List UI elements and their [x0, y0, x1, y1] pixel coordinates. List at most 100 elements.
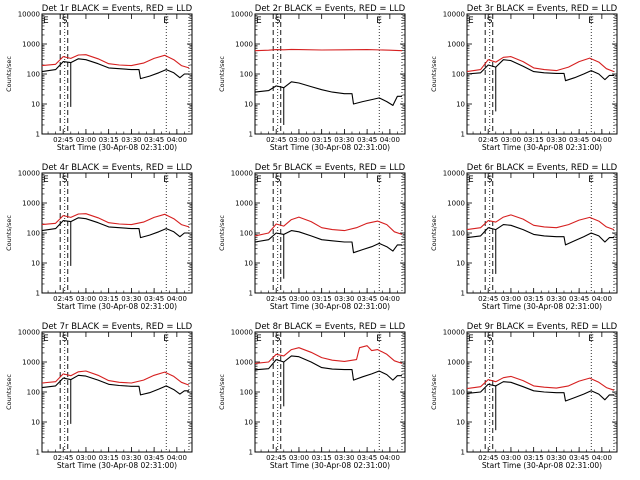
panel-4: Det 4r BLACK = Events, RED = LLD 1 10 100 10… [5, 163, 193, 311]
x-tick-label: 03:45 [569, 295, 589, 303]
x-tick-label: 03:30 [546, 454, 566, 462]
x-tick-label: 03:15 [524, 136, 544, 144]
x-axis-title: Start Time (30-Apr-08 02:31:00) [57, 302, 177, 311]
marker-label-e-end: E [163, 16, 169, 26]
y-tick-label: 10000 [443, 11, 465, 19]
y-tick-label: 100 [240, 389, 253, 397]
panel-title: Det 3r BLACK = Events, RED = LLD [467, 4, 618, 14]
y-axis-title: Counts/sec [218, 56, 226, 92]
y-tick-label: 1000 [447, 200, 465, 208]
marker-label-e-end: E [376, 334, 382, 344]
marker-label-e-end: E [163, 175, 169, 185]
y-tick-label: 1 [249, 290, 253, 298]
events-series-line [254, 81, 402, 106]
y-tick-label: 10 [244, 419, 253, 427]
panel-3: Det 3r BLACK = Events, RED = LLD 1 10 100 10… [430, 4, 618, 152]
x-tick-label: 03:45 [569, 454, 589, 462]
lld-series-line [41, 213, 190, 228]
events-series-line [466, 59, 614, 82]
x-axis-title: Start Time (30-Apr-08 02:31:00) [270, 143, 390, 152]
y-tick-label: 1 [461, 131, 465, 139]
y-axis-title: Counts/sec [430, 374, 438, 410]
marker-label-e-start: E [43, 334, 49, 344]
x-tick-label: 02:45 [478, 136, 498, 144]
y-tick-label: 100 [27, 230, 40, 238]
x-tick-label: 02:45 [53, 136, 73, 144]
y-tick-label: 1000 [235, 200, 253, 208]
lld-series-line [466, 56, 615, 73]
y-tick-label: 100 [240, 71, 253, 79]
y-tick-label: 1000 [447, 41, 465, 49]
lld-series-line [254, 345, 403, 364]
x-tick-label: 03:30 [546, 136, 566, 144]
panel-title: Det 4r BLACK = Events, RED = LLD [42, 163, 193, 173]
y-tick-label: 1 [36, 131, 40, 139]
y-tick-label: 1 [36, 290, 40, 298]
panel-1: Det 1r BLACK = Events, RED = LLD 1 10 100 10… [5, 4, 193, 152]
y-tick-label: 10 [456, 260, 465, 268]
marker-label-s: S [487, 175, 493, 185]
panel-2: Det 2r BLACK = Events, RED = LLD 1 10 100 10… [218, 4, 406, 152]
y-tick-label: 1 [461, 449, 465, 457]
lld-series-line [254, 216, 403, 237]
panel-7: Det 7r BLACK = Events, RED = LLD 1 10 100 10… [5, 322, 193, 470]
x-tick-label: 03:15 [99, 136, 119, 144]
panel-title: Det 1r BLACK = Events, RED = LLD [42, 4, 193, 14]
y-tick-label: 10000 [18, 329, 40, 337]
y-tick-label: 100 [452, 71, 465, 79]
panel-title: Det 5r BLACK = Events, RED = LLD [255, 163, 406, 173]
x-tick-label: 04:00 [592, 295, 612, 303]
x-tick-label: 03:15 [524, 454, 544, 462]
events-series-line [41, 217, 189, 239]
panel-8: Det 8r BLACK = Events, RED = LLD 1 10 100 10… [218, 322, 406, 470]
x-tick-label: 04:00 [592, 136, 612, 144]
y-axis-title: Counts/sec [430, 56, 438, 92]
x-tick-label: 03:30 [334, 136, 354, 144]
marker-label-s: S [275, 175, 281, 185]
x-axis-title: Start Time (30-Apr-08 02:31:00) [57, 143, 177, 152]
marker-label-e-start: E [43, 175, 49, 185]
events-series-line [254, 230, 402, 254]
panel-6: Det 6r BLACK = Events, RED = LLD 1 10 100 10… [430, 163, 618, 311]
y-tick-label: 10 [244, 101, 253, 109]
x-tick-label: 03:45 [357, 136, 377, 144]
marker-label-e-end: E [588, 334, 594, 344]
x-tick-label: 03:45 [569, 136, 589, 144]
marker-label-e-start: E [256, 16, 262, 26]
y-tick-label: 10 [31, 260, 40, 268]
x-tick-label: 02:45 [53, 454, 73, 462]
marker-label-e-start: E [468, 334, 474, 344]
y-tick-label: 1 [461, 290, 465, 298]
x-tick-label: 02:45 [53, 295, 73, 303]
events-series-line [41, 58, 189, 80]
y-tick-label: 1000 [22, 200, 40, 208]
y-tick-label: 1000 [447, 359, 465, 367]
x-tick-label: 03:00 [76, 136, 96, 144]
marker-label-e-end: E [588, 16, 594, 26]
marker-label-s: S [487, 16, 493, 26]
x-tick-label: 03:30 [121, 295, 141, 303]
marker-label-e-end: E [588, 175, 594, 185]
y-tick-label: 100 [452, 389, 465, 397]
y-tick-label: 100 [240, 230, 253, 238]
y-tick-label: 10000 [443, 170, 465, 178]
x-tick-label: 03:30 [546, 295, 566, 303]
x-tick-label: 03:30 [121, 136, 141, 144]
x-tick-label: 03:45 [144, 136, 164, 144]
y-tick-label: 10000 [231, 329, 253, 337]
x-tick-label: 03:45 [357, 295, 377, 303]
x-tick-label: 03:15 [312, 295, 332, 303]
marker-label-s: S [275, 16, 281, 26]
x-tick-label: 03:15 [312, 136, 332, 144]
panel-title: Det 2r BLACK = Events, RED = LLD [255, 4, 406, 14]
x-tick-label: 02:45 [478, 454, 498, 462]
y-axis-title: Counts/sec [218, 374, 226, 410]
x-tick-label: 03:00 [501, 295, 521, 303]
x-axis-title: Start Time (30-Apr-08 02:31:00) [57, 461, 177, 470]
x-tick-label: 04:00 [167, 295, 187, 303]
marker-label-e-start: E [468, 16, 474, 26]
marker-label-e-start: E [256, 175, 262, 185]
x-tick-label: 03:00 [501, 454, 521, 462]
y-tick-label: 10000 [231, 170, 253, 178]
